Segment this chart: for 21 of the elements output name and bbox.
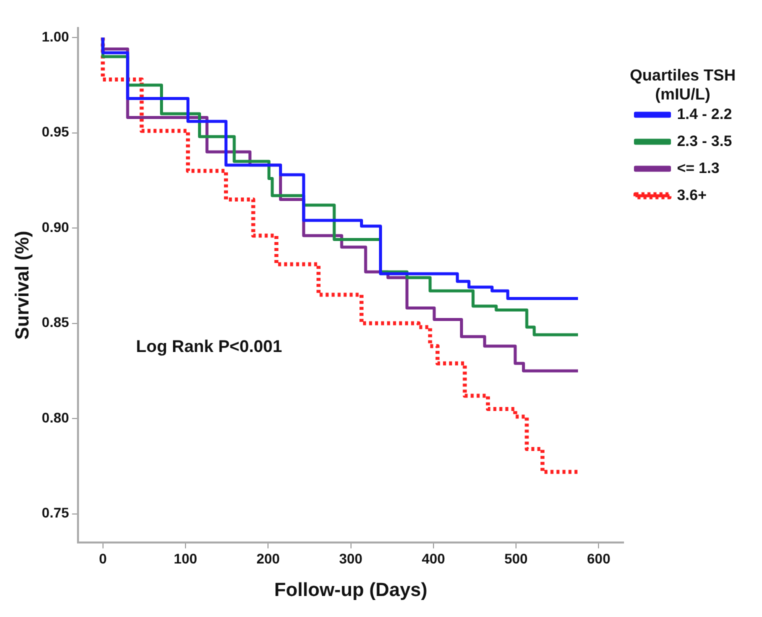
legend-label: 2.3 - 3.5 xyxy=(676,132,732,150)
x-tick-label: 600 xyxy=(586,550,611,567)
legend-label: 3.6+ xyxy=(676,186,707,204)
y-tick-label: 0.80 xyxy=(42,409,70,426)
legend-label: <= 1.3 xyxy=(676,160,720,177)
y-axis-title: Survival (%) xyxy=(12,230,34,340)
x-tick-label: 400 xyxy=(422,550,446,567)
y-tick-label: 0.85 xyxy=(42,314,70,330)
x-tick-label: 300 xyxy=(339,550,363,567)
legend-title: Quartiles TSH (mIU/L) xyxy=(630,67,736,104)
x-axis-title: Follow-up (Days) xyxy=(274,580,428,601)
y-tick-label: 0.90 xyxy=(42,218,70,235)
y-tick-label: 0.95 xyxy=(42,124,70,140)
x-tick-label: 0 xyxy=(98,550,107,567)
x-tick-label: 500 xyxy=(504,550,528,567)
x-tick-label: 100 xyxy=(174,550,198,567)
annotation: Log Rank P<0.001 xyxy=(136,337,282,356)
legend-label: 1.4 - 2.2 xyxy=(676,106,732,123)
y-tick-label: 1.00 xyxy=(42,28,70,44)
x-tick-label: 200 xyxy=(256,550,280,567)
y-tick-label: 0.75 xyxy=(42,504,70,521)
